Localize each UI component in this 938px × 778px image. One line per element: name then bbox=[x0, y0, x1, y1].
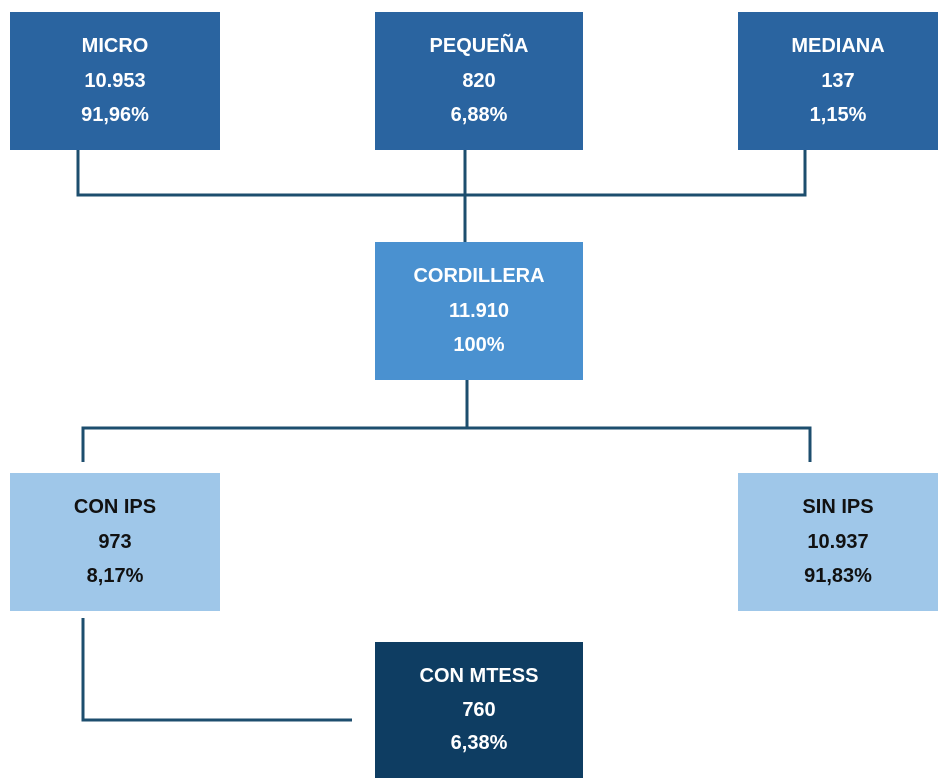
node-count: 137 bbox=[821, 69, 855, 92]
node-label: MICRO bbox=[81, 35, 149, 58]
node-percent: 91,96% bbox=[81, 103, 149, 126]
node: MICRO 10.953 91,96% bbox=[10, 12, 220, 150]
node-percent: 8,17% bbox=[86, 564, 144, 587]
connector bbox=[81, 426, 812, 462]
node-percent: 91,83% bbox=[804, 564, 872, 587]
node: CON IPS 973 8,17% bbox=[10, 473, 220, 611]
connector bbox=[76, 150, 807, 197]
node-label: MEDIANA bbox=[791, 35, 885, 58]
node-count: 10.937 bbox=[807, 530, 869, 553]
connector bbox=[81, 618, 352, 722]
node-count: 760 bbox=[462, 698, 496, 721]
node: SIN IPS 10.937 91,83% bbox=[738, 473, 938, 611]
node-label: PEQUEÑA bbox=[429, 35, 529, 58]
node: CON MTESS 760 6,38% bbox=[375, 642, 583, 778]
node-label: SIN IPS bbox=[802, 496, 874, 519]
node-label: CORDILLERA bbox=[413, 265, 545, 288]
node: PEQUEÑA 820 6,88% bbox=[375, 12, 583, 150]
node-percent: 100% bbox=[453, 333, 505, 356]
node: CORDILLERA 11.910 100% bbox=[375, 242, 583, 380]
node: MEDIANA 137 1,15% bbox=[738, 12, 938, 150]
node-percent: 6,88% bbox=[450, 103, 508, 126]
node-count: 820 bbox=[462, 69, 496, 92]
node-count: 10.953 bbox=[84, 69, 146, 92]
node-percent: 6,38% bbox=[450, 732, 508, 755]
node-label: CON IPS bbox=[73, 496, 157, 519]
node-count: 11.910 bbox=[448, 299, 510, 322]
node-label: CON MTESS bbox=[419, 664, 539, 687]
node-count: 973 bbox=[98, 530, 132, 553]
node-percent: 1,15% bbox=[809, 103, 867, 126]
